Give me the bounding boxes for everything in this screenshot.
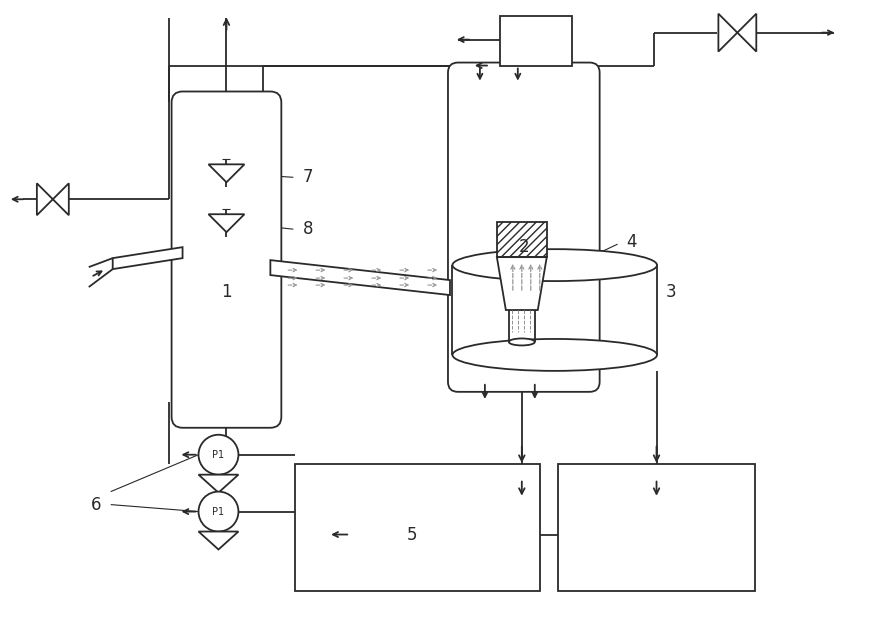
Bar — [295, 464, 540, 591]
Text: 3: 3 — [666, 283, 677, 301]
Ellipse shape — [509, 338, 535, 345]
Text: P1: P1 — [212, 506, 224, 517]
Circle shape — [198, 492, 238, 531]
Text: 5: 5 — [407, 526, 417, 543]
Text: 8: 8 — [303, 220, 313, 238]
Polygon shape — [271, 260, 450, 295]
Polygon shape — [497, 257, 546, 310]
Bar — [500, 16, 572, 66]
Polygon shape — [738, 13, 756, 52]
Polygon shape — [198, 475, 238, 492]
Text: 1: 1 — [221, 283, 231, 301]
Polygon shape — [113, 247, 182, 269]
Polygon shape — [198, 531, 238, 550]
FancyBboxPatch shape — [172, 92, 281, 428]
Text: 2: 2 — [519, 238, 529, 256]
Bar — [558, 464, 755, 591]
Polygon shape — [209, 164, 244, 182]
Text: P1: P1 — [212, 450, 224, 460]
FancyBboxPatch shape — [448, 62, 600, 392]
Polygon shape — [37, 183, 53, 215]
Ellipse shape — [452, 339, 657, 371]
Ellipse shape — [452, 249, 657, 281]
Polygon shape — [718, 13, 738, 52]
Text: 6: 6 — [91, 496, 101, 513]
Text: 7: 7 — [303, 168, 313, 186]
Polygon shape — [53, 183, 69, 215]
Polygon shape — [209, 214, 244, 233]
Text: 4: 4 — [626, 233, 636, 251]
Circle shape — [198, 434, 238, 475]
Bar — [497, 222, 546, 257]
